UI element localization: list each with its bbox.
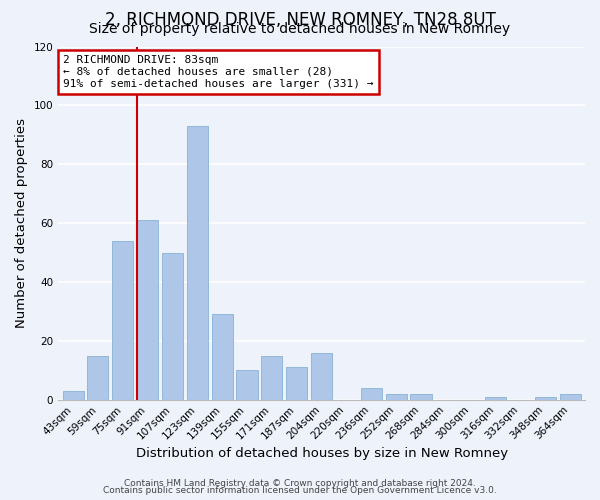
Text: 2, RICHMOND DRIVE, NEW ROMNEY, TN28 8UT: 2, RICHMOND DRIVE, NEW ROMNEY, TN28 8UT bbox=[104, 11, 496, 29]
Text: Contains public sector information licensed under the Open Government Licence v3: Contains public sector information licen… bbox=[103, 486, 497, 495]
Bar bbox=[137, 220, 158, 400]
Text: Size of property relative to detached houses in New Romney: Size of property relative to detached ho… bbox=[89, 22, 511, 36]
Bar bbox=[535, 397, 556, 400]
Bar bbox=[88, 356, 109, 400]
Bar bbox=[560, 394, 581, 400]
X-axis label: Distribution of detached houses by size in New Romney: Distribution of detached houses by size … bbox=[136, 447, 508, 460]
Text: Contains HM Land Registry data © Crown copyright and database right 2024.: Contains HM Land Registry data © Crown c… bbox=[124, 478, 476, 488]
Bar bbox=[311, 352, 332, 400]
Bar bbox=[112, 241, 133, 400]
Bar bbox=[485, 397, 506, 400]
Bar bbox=[236, 370, 257, 400]
Bar bbox=[361, 388, 382, 400]
Bar bbox=[187, 126, 208, 400]
Bar bbox=[286, 368, 307, 400]
Y-axis label: Number of detached properties: Number of detached properties bbox=[15, 118, 28, 328]
Bar bbox=[410, 394, 431, 400]
Bar bbox=[212, 314, 233, 400]
Bar bbox=[262, 356, 283, 400]
Bar bbox=[62, 391, 83, 400]
Bar bbox=[386, 394, 407, 400]
Text: 2 RICHMOND DRIVE: 83sqm
← 8% of detached houses are smaller (28)
91% of semi-det: 2 RICHMOND DRIVE: 83sqm ← 8% of detached… bbox=[64, 56, 374, 88]
Bar bbox=[162, 252, 183, 400]
